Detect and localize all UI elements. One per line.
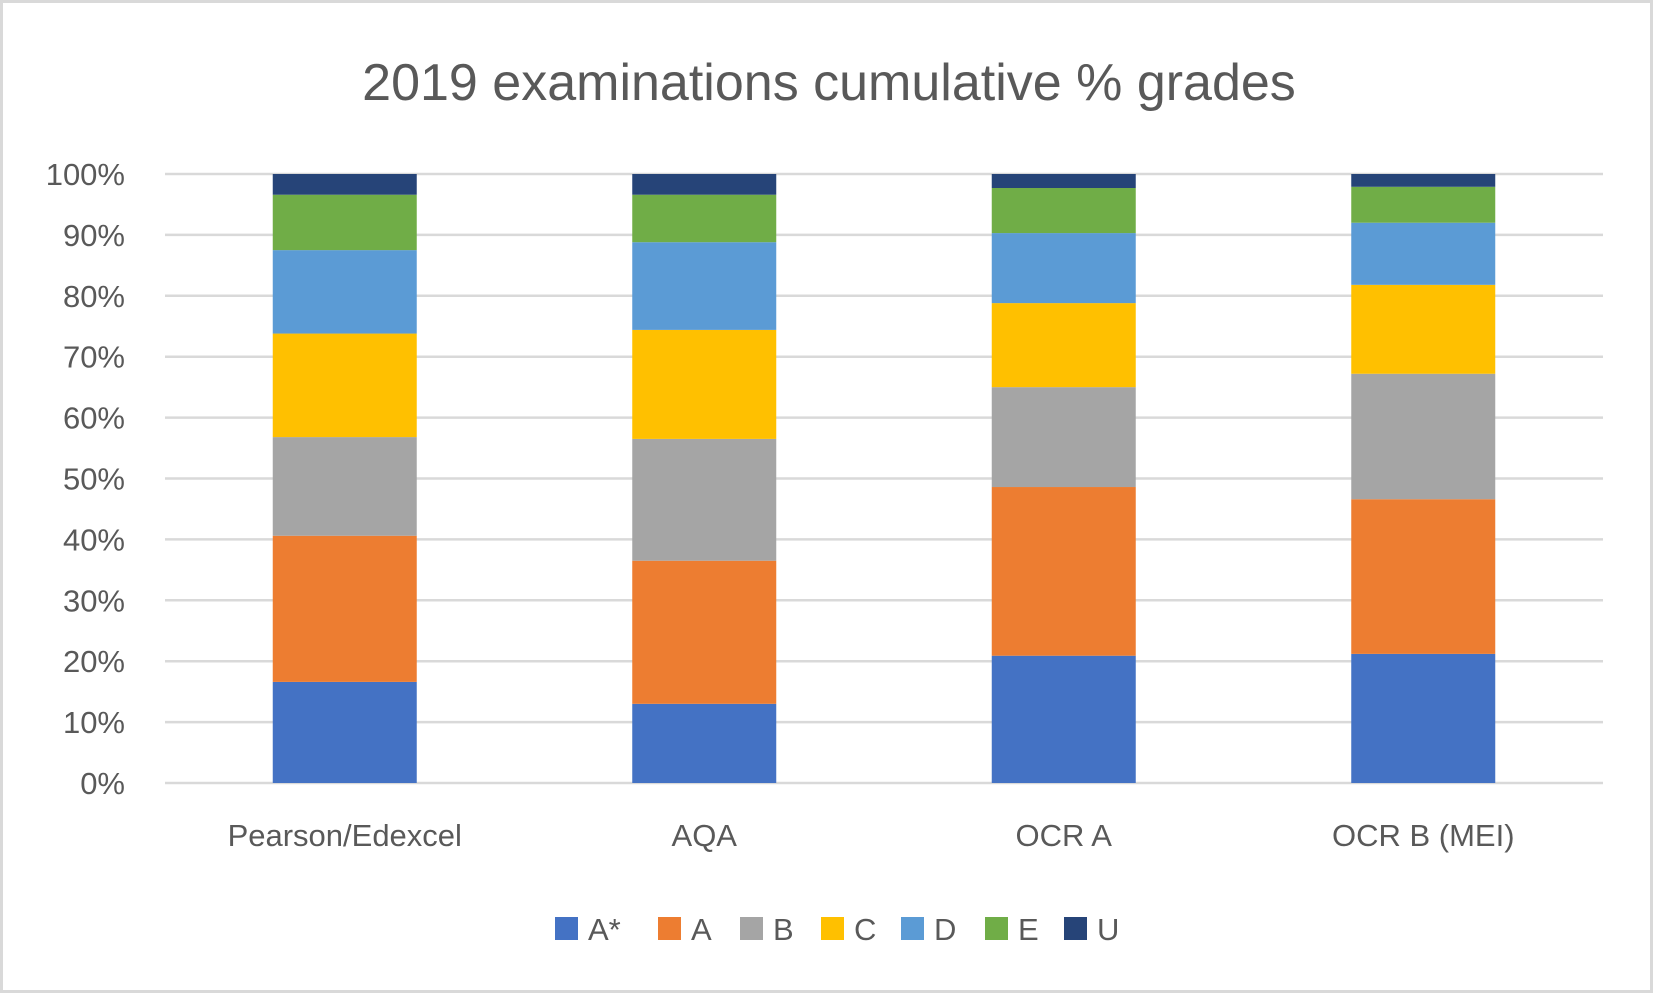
- bar-segment-a: [991, 487, 1136, 656]
- bar-segment-e: [272, 194, 417, 251]
- bar-segment-astar: [1351, 653, 1496, 783]
- x-tick-label: AQA: [672, 818, 738, 853]
- bar-segment-c: [1351, 284, 1496, 374]
- legend-label: E: [1018, 912, 1039, 947]
- bar-segment-b: [632, 438, 777, 561]
- bar-segment-a: [272, 535, 417, 682]
- y-tick-label: 40%: [63, 522, 125, 557]
- legend-item: B: [740, 912, 794, 947]
- y-tick-label: 60%: [63, 401, 125, 436]
- legend-item: U: [1064, 912, 1119, 947]
- legend: A* A B C D E U: [555, 912, 1119, 947]
- legend-swatch: [985, 917, 1008, 940]
- legend-swatch: [821, 917, 844, 940]
- y-tick-label: 80%: [63, 279, 125, 314]
- y-tick-label: 20%: [63, 644, 125, 679]
- y-tick-label: 0%: [80, 766, 125, 801]
- stacked-bar-chart: 2019 examinations cumulative % grades 0%…: [46, 54, 1603, 947]
- bar-segment-d: [272, 250, 417, 334]
- bar-segment-d: [991, 233, 1136, 304]
- legend-label: A*: [588, 912, 621, 947]
- x-tick-label: OCR B (MEI): [1332, 818, 1515, 853]
- bar-stack: [632, 174, 777, 783]
- legend-label: D: [934, 912, 956, 947]
- legend-swatch: [740, 917, 763, 940]
- bar-segment-u: [991, 174, 1136, 189]
- bar-segment-e: [632, 194, 777, 243]
- bar-segment-d: [632, 242, 777, 330]
- bar-stack: [991, 174, 1136, 783]
- chart-title: 2019 examinations cumulative % grades: [362, 54, 1296, 112]
- bar-stack: [1351, 174, 1496, 783]
- bar-segment-b: [991, 387, 1136, 488]
- bar-segment-u: [632, 174, 777, 195]
- bar-segment-e: [1351, 186, 1496, 223]
- legend-label: U: [1097, 912, 1119, 947]
- bar-segment-d: [1351, 222, 1496, 285]
- y-axis-tick-labels: 0% 10% 20% 30% 40% 50% 60% 70% 80% 90% 100%: [46, 157, 125, 801]
- legend-swatch: [1064, 917, 1087, 940]
- bar-segment-c: [632, 329, 777, 439]
- bar-segment-a: [1351, 499, 1496, 654]
- bar-segment-a: [632, 560, 777, 704]
- y-tick-label: 90%: [63, 218, 125, 253]
- y-tick-label: 10%: [63, 705, 125, 740]
- legend-item: D: [901, 912, 956, 947]
- bar-segment-c: [991, 303, 1136, 388]
- legend-item: A: [658, 912, 712, 947]
- y-tick-label: 30%: [63, 583, 125, 618]
- legend-label: B: [773, 912, 794, 947]
- legend-swatch: [901, 917, 924, 940]
- x-axis-category-labels: Pearson/Edexcel AQA OCR A OCR B (MEI): [228, 818, 1515, 853]
- y-tick-label: 50%: [63, 462, 125, 497]
- x-tick-label: Pearson/Edexcel: [228, 818, 462, 853]
- legend-item: C: [821, 912, 876, 947]
- y-tick-label: 100%: [46, 157, 125, 192]
- bar-segment-b: [272, 437, 417, 536]
- bar-stack: [272, 174, 417, 783]
- legend-swatch: [555, 917, 578, 940]
- bars: [272, 174, 1496, 783]
- y-tick-label: 70%: [63, 340, 125, 375]
- x-tick-label: OCR A: [1016, 818, 1113, 853]
- legend-label: C: [854, 912, 876, 947]
- bar-segment-u: [1351, 174, 1496, 187]
- legend-item: E: [985, 912, 1039, 947]
- bar-segment-u: [272, 174, 417, 195]
- bar-segment-b: [1351, 373, 1496, 500]
- bar-segment-astar: [632, 703, 777, 783]
- legend-item: A*: [555, 912, 621, 947]
- bar-segment-astar: [991, 655, 1136, 783]
- bar-segment-astar: [272, 681, 417, 783]
- legend-swatch: [658, 917, 681, 940]
- legend-label: A: [691, 912, 712, 947]
- bar-segment-c: [272, 333, 417, 438]
- bar-segment-e: [991, 188, 1136, 234]
